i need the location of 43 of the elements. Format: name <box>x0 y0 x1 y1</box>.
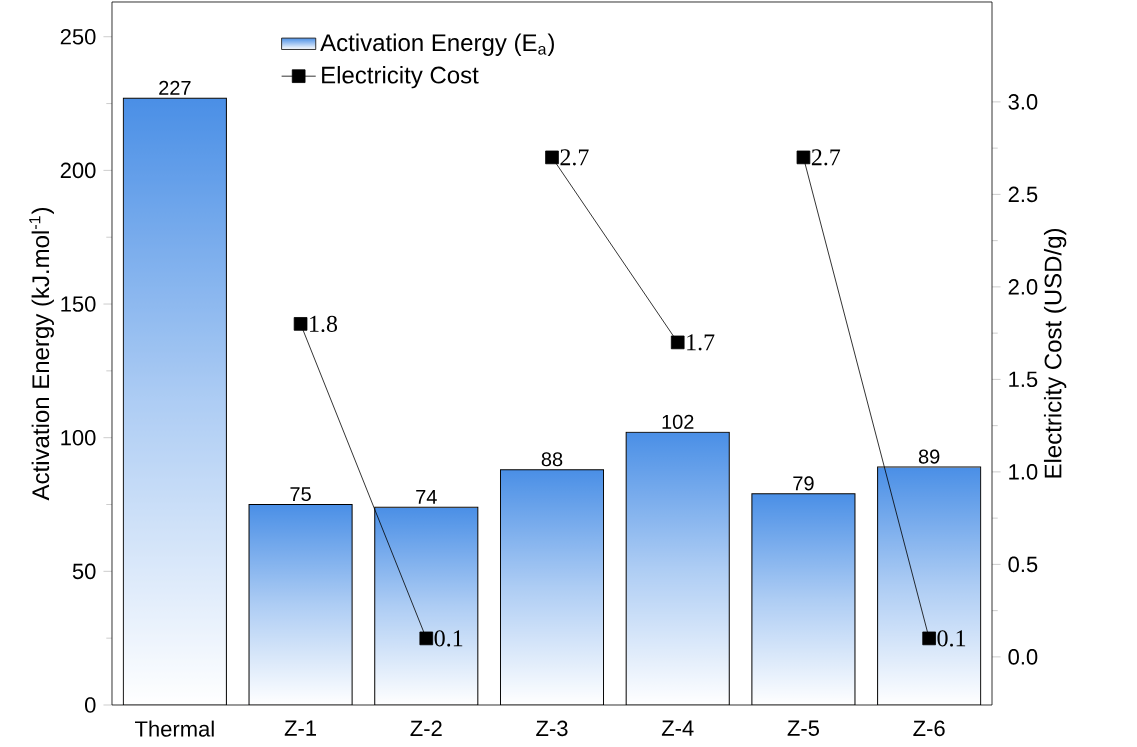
legend-label: Electricity Cost <box>322 65 479 89</box>
y-tick-label: 250 <box>60 28 96 45</box>
data-label: 75 <box>290 487 311 502</box>
y-tick-label: 50 <box>72 563 96 580</box>
x-tick-label: Z-4 <box>661 720 694 736</box>
data-label: 227 <box>159 80 191 95</box>
data-label: 0.1 <box>937 630 966 647</box>
data-label: 2.7 <box>560 149 589 166</box>
x-tick-label: Z-5 <box>787 720 819 736</box>
data-label: 2.7 <box>811 149 841 166</box>
x-tick-label: Z-3 <box>536 720 568 737</box>
y2-tick-label: 2.0 <box>1008 279 1038 295</box>
y-tick-label: 0 <box>85 697 96 713</box>
x-tick-label: Z-2 <box>410 720 442 736</box>
y2-tick-label: 1.0 <box>1009 464 1038 480</box>
y2-tick-label: 3.0 <box>1008 94 1038 110</box>
y2-tick-label: 0.0 <box>1008 649 1038 665</box>
x-tick-label: Z-1 <box>284 720 316 736</box>
point <box>293 317 308 331</box>
legend-label: Activation Energy (E$_{a}$) <box>320 33 554 56</box>
x-tick-label: Thermal <box>135 720 214 737</box>
data-label: 102 <box>662 414 694 429</box>
data-label: 74 <box>416 490 437 504</box>
data-label: 1.8 <box>310 315 338 333</box>
data-label: 0.1 <box>434 630 463 647</box>
data-label: 89 <box>918 449 940 464</box>
data-label: 1.7 <box>687 334 715 351</box>
point <box>419 631 434 646</box>
data-label: 88 <box>541 452 563 467</box>
y2-tick-label: 1.5 <box>1009 371 1038 388</box>
y-tick-label: 150 <box>61 296 96 312</box>
y-axis-title: Activation Energy (kJ.mol$^{-1}$) <box>29 207 54 501</box>
y-tick-label: 200 <box>60 162 96 179</box>
point <box>670 335 685 350</box>
x-tick-label: Z-6 <box>913 720 945 737</box>
y-tick-label: 100 <box>61 429 96 446</box>
point <box>796 150 811 165</box>
point <box>922 631 936 646</box>
data-label: 79 <box>793 476 814 491</box>
point <box>545 150 559 165</box>
y2-tick-label: 2.5 <box>1008 186 1038 203</box>
y2-axis-title: Electricity Cost (USD/g) <box>1043 229 1067 478</box>
y2-tick-label: 0.5 <box>1008 556 1038 573</box>
